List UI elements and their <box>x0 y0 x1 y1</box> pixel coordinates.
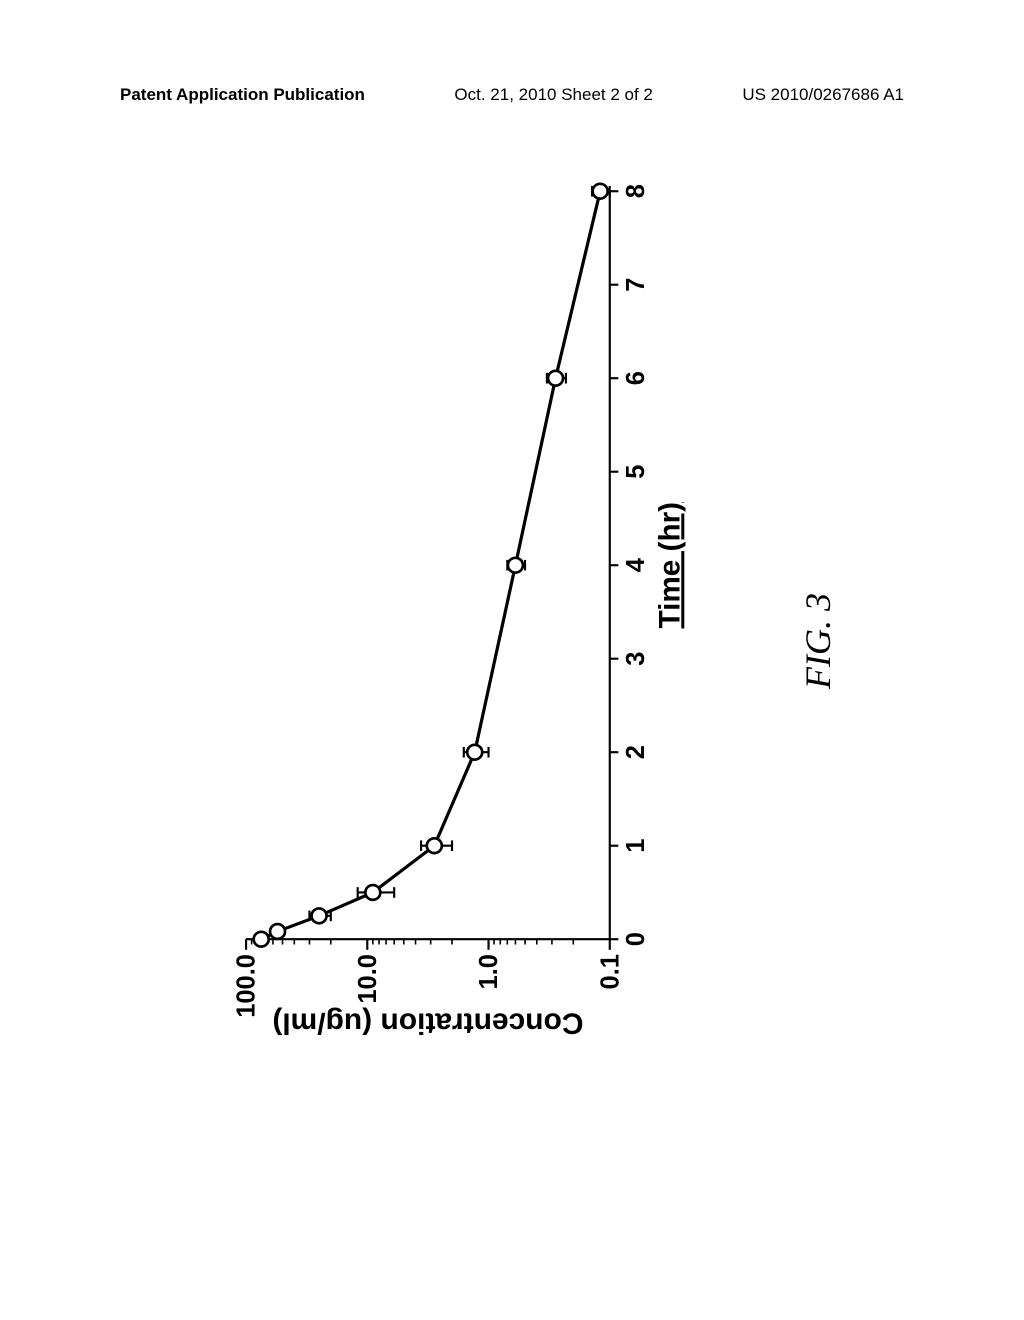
chart-container: 0 1 2 3 4 5 6 7 8 0.1 1.0 10.0 100.0 Time (hr) Concent… <box>230 170 690 1040</box>
svg-text:1: 1 <box>622 839 650 853</box>
svg-text:0: 0 <box>622 932 650 946</box>
svg-text:3: 3 <box>622 652 650 666</box>
svg-text:100.0: 100.0 <box>233 954 261 1018</box>
header-patent-number: US 2010/0267686 A1 <box>742 85 904 105</box>
page-header: Patent Application Publication Oct. 21, … <box>0 85 1024 105</box>
svg-text:2: 2 <box>622 745 650 759</box>
svg-text:1.0: 1.0 <box>475 954 503 989</box>
svg-text:5: 5 <box>622 465 650 479</box>
svg-text:Time (hr): Time (hr) <box>653 502 686 629</box>
figure-label: FIG. 3 <box>797 593 839 689</box>
svg-text:10.0: 10.0 <box>354 954 382 1004</box>
svg-text:7: 7 <box>622 278 650 292</box>
concentration-time-chart: 0 1 2 3 4 5 6 7 8 0.1 1.0 10.0 100.0 Time (hr) Concent… <box>230 170 690 1040</box>
svg-text:Concentration (ug/ml): Concentration (ug/ml) <box>272 1007 583 1040</box>
header-publication: Patent Application Publication <box>120 85 365 105</box>
svg-text:4: 4 <box>622 557 650 572</box>
header-date-sheet: Oct. 21, 2010 Sheet 2 of 2 <box>454 85 652 105</box>
svg-text:6: 6 <box>622 371 650 385</box>
svg-text:8: 8 <box>622 184 650 198</box>
svg-text:0.1: 0.1 <box>596 954 624 989</box>
